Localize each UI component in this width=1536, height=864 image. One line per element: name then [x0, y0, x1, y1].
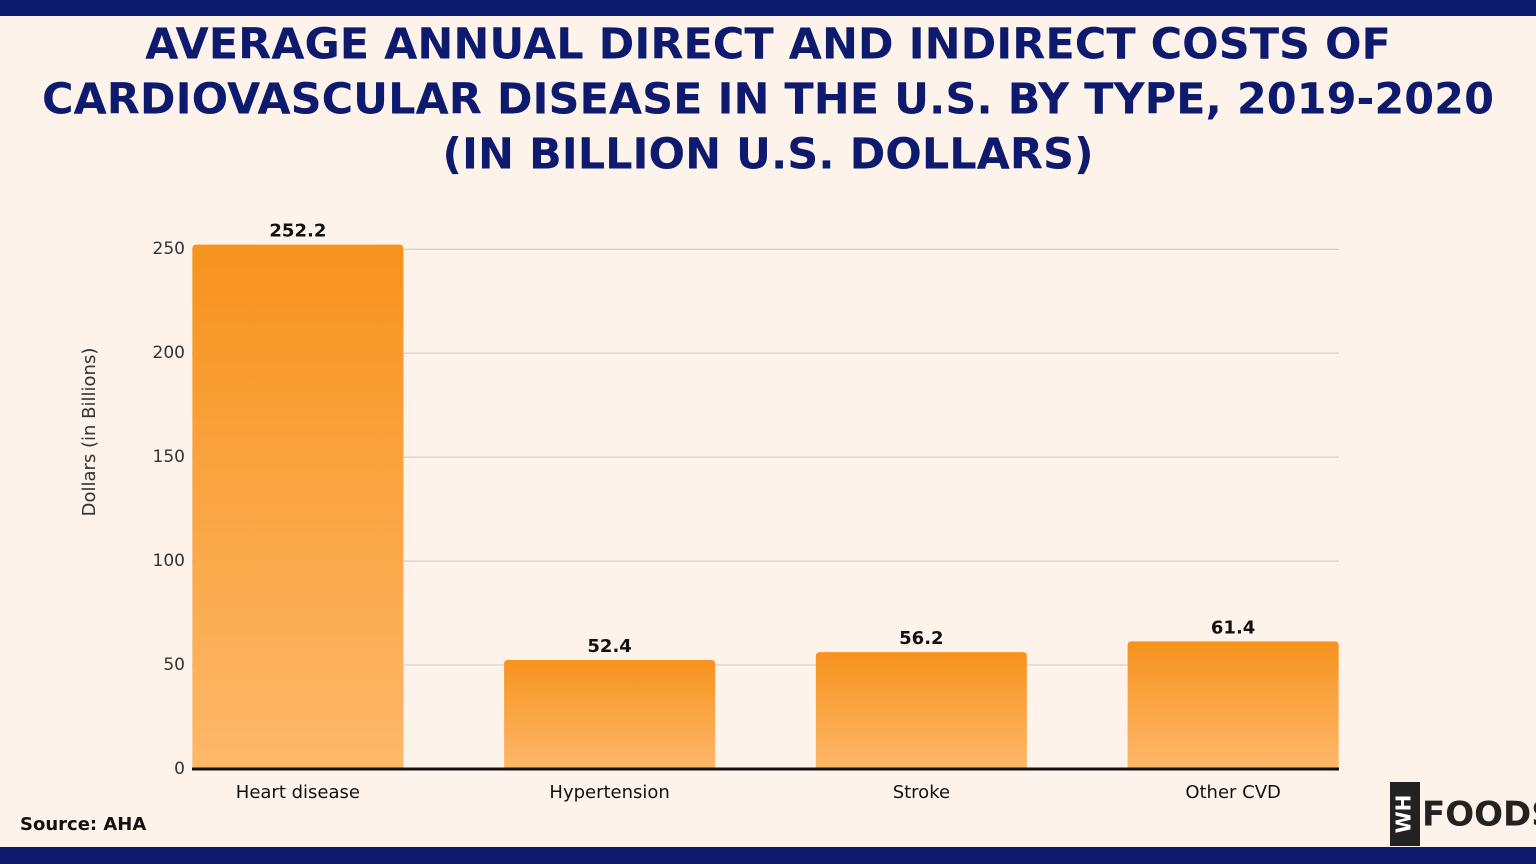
x-tick-label: Heart disease	[236, 782, 360, 803]
y-tick-label: 200	[153, 343, 185, 363]
logo-mark: WH	[1392, 795, 1416, 834]
y-tick-label: 250	[153, 239, 185, 259]
x-tick-label: Other CVD	[1185, 782, 1281, 803]
y-tick-label: 100	[153, 551, 185, 571]
bar	[192, 244, 404, 770]
x-tick-label: Hypertension	[549, 782, 669, 803]
logo-text: FOODS	[1422, 795, 1536, 835]
y-axis-label: Dollars (in Billions)	[79, 348, 100, 517]
bottom-band	[0, 847, 1536, 864]
chart-title: CARDIOVASCULAR DISEASE IN THE U.S. BY TY…	[42, 75, 1494, 125]
bar	[815, 652, 1027, 769]
value-label: 61.4	[1211, 617, 1255, 638]
y-tick-label: 0	[174, 759, 185, 779]
x-tick-label: Stroke	[893, 782, 950, 803]
source: Source: AHA	[20, 814, 146, 835]
y-tick-label: 150	[153, 447, 185, 467]
top-band	[0, 0, 1536, 16]
value-label: 52.4	[587, 636, 631, 657]
chart-title: (IN BILLION U.S. DOLLARS)	[442, 130, 1093, 180]
chart-title: AVERAGE ANNUAL DIRECT AND INDIRECT COSTS…	[145, 20, 1391, 70]
logo-box	[1390, 782, 1420, 846]
bar	[504, 660, 716, 769]
value-label: 56.2	[899, 628, 943, 649]
y-tick-label: 50	[163, 655, 185, 675]
bar	[1127, 641, 1339, 769]
value-label: 252.2	[269, 221, 326, 242]
